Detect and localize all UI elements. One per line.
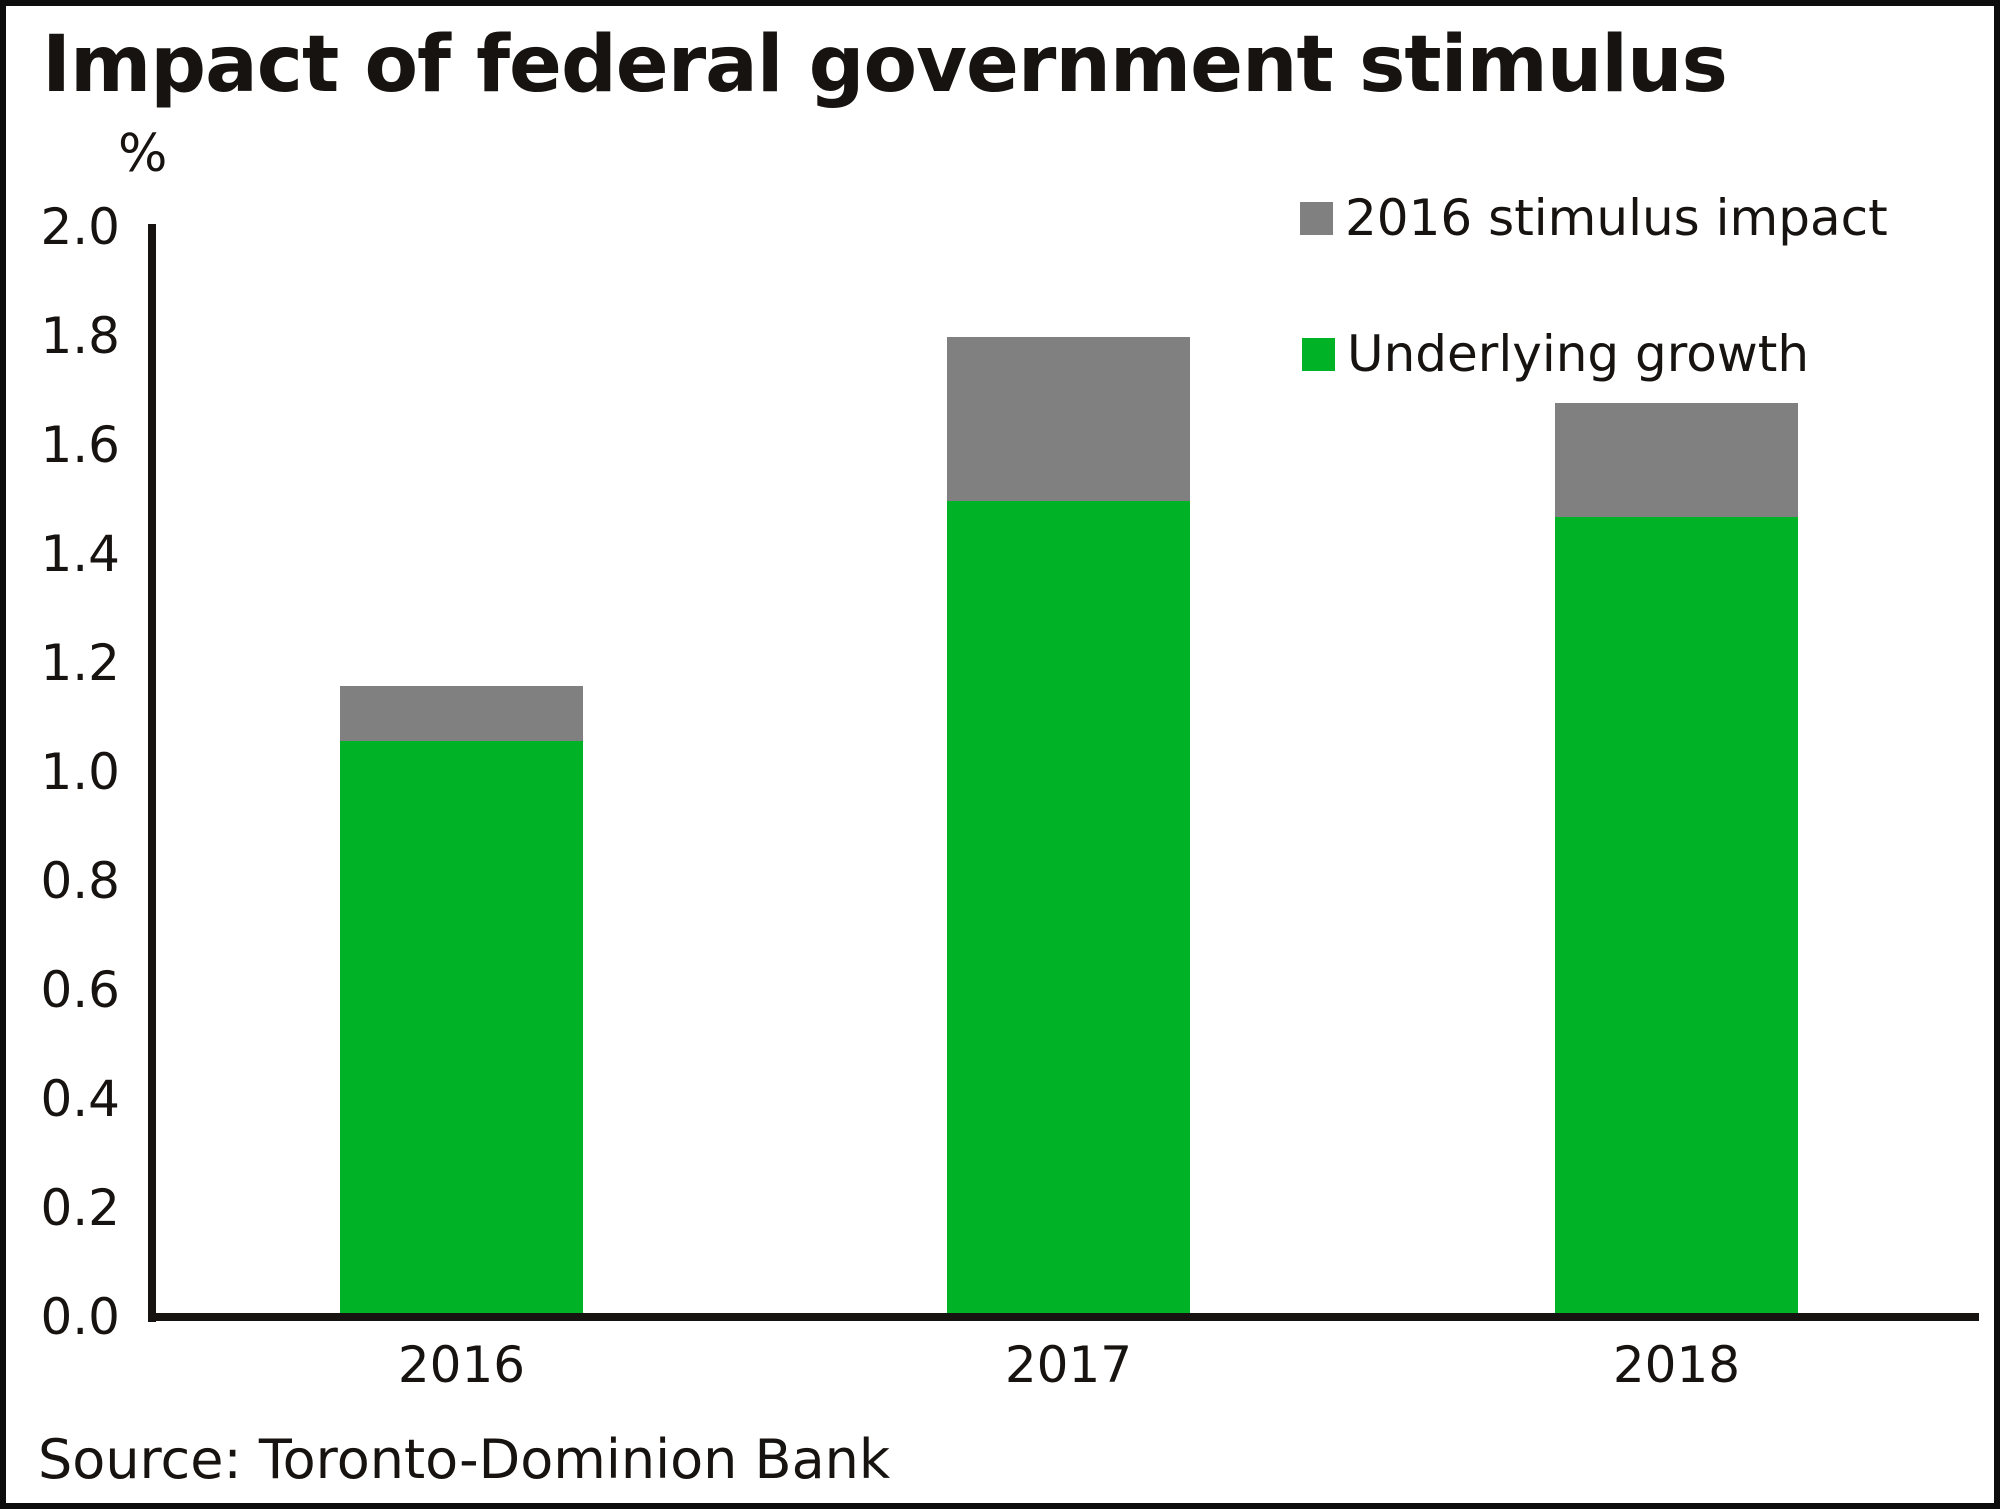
bar-segment-stimulus-impact <box>340 686 583 741</box>
y-tick-label: 0.0 <box>40 1288 120 1346</box>
plot-area: 0.0 0.2 0.4 0.6 0.8 1.0 1.2 1.4 1.6 1.8 2.0 2016 201… <box>6 6 1994 1503</box>
y-tick-label: 0.4 <box>40 1070 120 1128</box>
bar-segment-stimulus-impact <box>947 337 1190 501</box>
y-tick-label: 1.8 <box>40 307 120 365</box>
bar-segment-underlying-growth <box>1555 517 1798 1313</box>
y-tick-label: 0.6 <box>40 961 120 1019</box>
y-tick-label: 0.8 <box>40 852 120 910</box>
legend-swatch-underlying-growth-icon <box>1302 337 1335 371</box>
source-attribution: Source: Toronto-Dominion Bank <box>38 1428 891 1491</box>
legend-item-underlying-growth: Underlying growth <box>1302 326 1809 382</box>
legend-label-stimulus-impact: 2016 stimulus impact <box>1345 189 1888 247</box>
y-tick-label: 1.2 <box>40 634 120 692</box>
x-axis-label: 2018 <box>1612 1336 1741 1394</box>
y-tick-label: 1.0 <box>40 743 120 801</box>
y-axis-unit-label: % <box>118 124 168 184</box>
y-tick-label: 1.4 <box>40 525 120 583</box>
bar-segment-underlying-growth <box>947 500 1190 1313</box>
y-tick-label: 2.0 <box>40 198 120 256</box>
legend: 2016 stimulus impact Underlying growth <box>6 6 1994 1503</box>
y-tick-label: 0.2 <box>40 1179 120 1237</box>
x-axis-label: 2017 <box>1004 1336 1133 1394</box>
y-axis-line <box>148 224 156 1322</box>
legend-swatch-stimulus-impact-icon <box>1300 201 1333 235</box>
legend-label-underlying-growth: Underlying growth <box>1347 325 1810 383</box>
y-tick-label: 1.6 <box>40 416 120 474</box>
legend-item-stimulus-impact: 2016 stimulus impact <box>1300 190 1888 246</box>
bar-segment-stimulus-impact <box>1555 402 1798 518</box>
bar-segment-underlying-growth <box>340 740 583 1313</box>
chart-title: Impact of federal government stimulus <box>42 20 1728 110</box>
x-axis-label: 2016 <box>397 1336 526 1394</box>
x-axis-line <box>148 1313 1979 1321</box>
